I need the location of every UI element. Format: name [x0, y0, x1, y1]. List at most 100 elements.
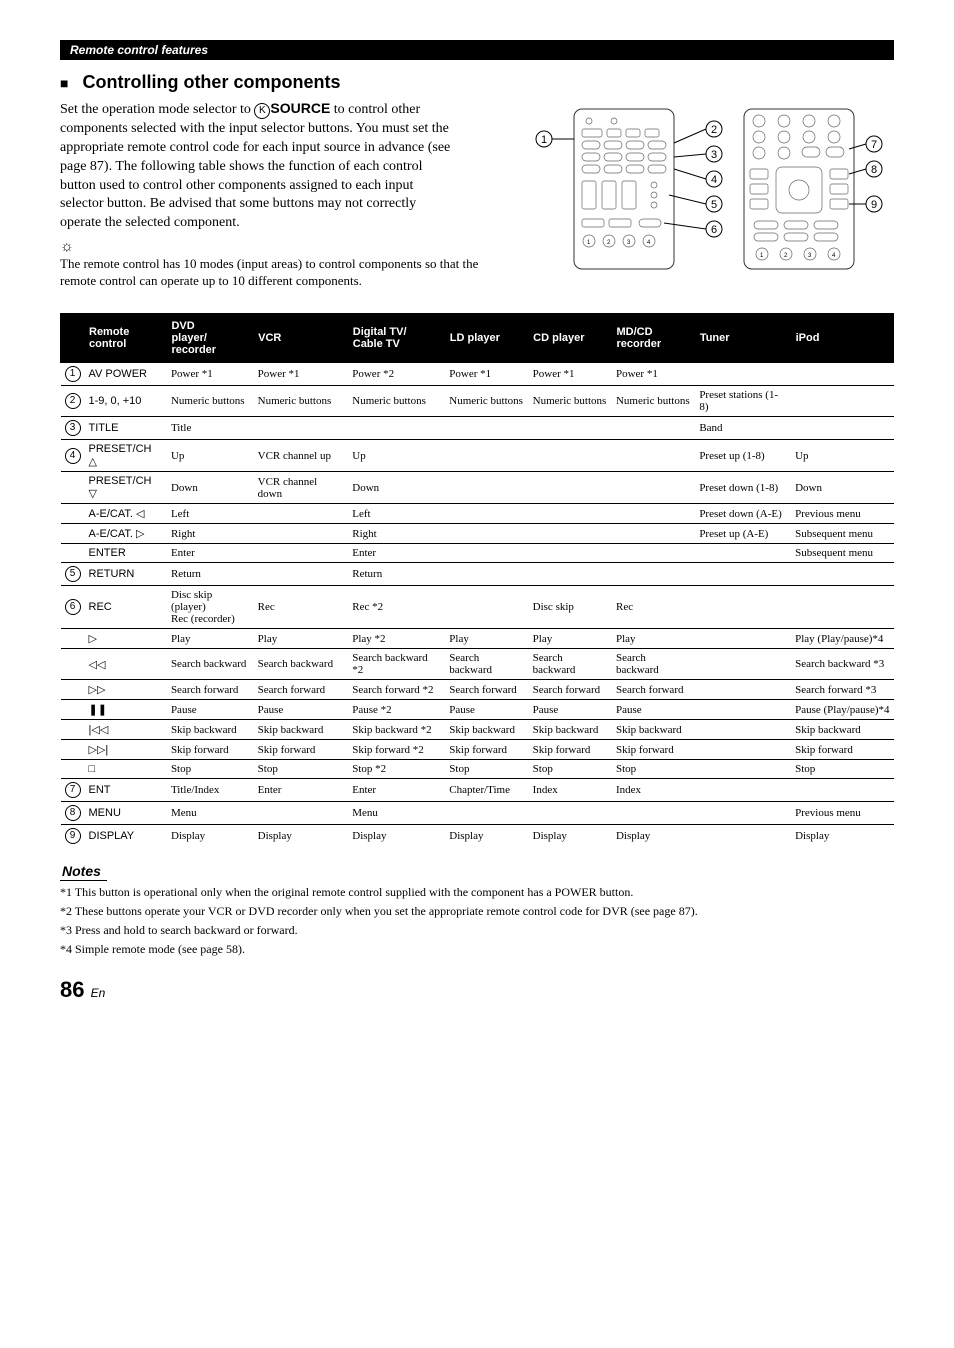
column-header: CD player: [529, 314, 612, 363]
table-cell: Play: [445, 629, 528, 649]
table-cell: Search forward: [254, 680, 349, 700]
table-cell: [529, 472, 612, 504]
row-number: 8: [61, 802, 85, 825]
table-cell: Rec *2: [348, 586, 445, 629]
table-cell: Play: [529, 629, 612, 649]
column-header: Digital TV/Cable TV: [348, 314, 445, 363]
svg-text:4: 4: [647, 240, 651, 246]
row-label: |◁◁: [85, 720, 167, 740]
notes-heading: Notes: [60, 863, 107, 881]
table-cell: Search forward: [167, 680, 254, 700]
table-cell: Skip backward: [791, 720, 893, 740]
table-cell: Numeric buttons: [167, 386, 254, 417]
row-label: ◁◁: [85, 649, 167, 680]
table-row: ▷▷Search forwardSearch forwardSearch for…: [61, 680, 894, 700]
table-cell: Stop *2: [348, 760, 445, 779]
column-header: VCR: [254, 314, 349, 363]
table-cell: Skip forward: [791, 740, 893, 760]
table-cell: Down: [167, 472, 254, 504]
table-cell: Search backward: [445, 649, 528, 680]
table-row: 6RECDisc skip (player)Rec (recorder)RecR…: [61, 586, 894, 629]
table-cell: Numeric buttons: [348, 386, 445, 417]
section-header-bar: Remote control features: [60, 40, 894, 60]
row-number: 4: [61, 440, 85, 472]
table-cell: [791, 417, 893, 440]
column-header: LD player: [445, 314, 528, 363]
page-number: 86: [60, 977, 84, 1002]
table-cell: Preset stations (1-8): [695, 386, 791, 417]
row-number: [61, 629, 85, 649]
table-cell: [612, 417, 695, 440]
page-footer: 86 En: [60, 977, 894, 1003]
table-cell: Search backward *3: [791, 649, 893, 680]
table-cell: Search backward: [612, 649, 695, 680]
table-row: 9DISPLAYDisplayDisplayDisplayDisplayDisp…: [61, 825, 894, 848]
table-cell: Enter: [348, 779, 445, 802]
svg-text:1: 1: [760, 253, 764, 259]
table-cell: Skip backward: [445, 720, 528, 740]
row-number: 7: [61, 779, 85, 802]
table-cell: Stop: [254, 760, 349, 779]
table-cell: [529, 544, 612, 563]
table-row: A-E/CAT. ◁LeftLeftPreset down (A-E)Previ…: [61, 504, 894, 524]
table-cell: [612, 524, 695, 544]
table-cell: Menu: [348, 802, 445, 825]
table-cell: [695, 563, 791, 586]
table-cell: [445, 544, 528, 563]
row-label: ENTER: [85, 544, 167, 563]
table-cell: Return: [348, 563, 445, 586]
table-cell: Display: [348, 825, 445, 848]
intro-paragraph: Set the operation mode selector to KSOUR…: [60, 99, 460, 233]
table-cell: Numeric buttons: [529, 386, 612, 417]
table-cell: Search backward: [529, 649, 612, 680]
circled-number: 7: [65, 782, 81, 798]
table-cell: Title/Index: [167, 779, 254, 802]
svg-text:3: 3: [711, 149, 717, 161]
table-cell: Search backward *2: [348, 649, 445, 680]
table-cell: Search backward: [254, 649, 349, 680]
table-cell: Search forward *2: [348, 680, 445, 700]
row-number: [61, 544, 85, 563]
row-number: [61, 472, 85, 504]
table-row: 4PRESET/CH △UpVCR channel upUpPreset up …: [61, 440, 894, 472]
table-cell: Rec: [254, 586, 349, 629]
table-cell: [791, 386, 893, 417]
table-cell: Display: [445, 825, 528, 848]
table-cell: Preset up (1-8): [695, 440, 791, 472]
table-cell: Display: [167, 825, 254, 848]
table-cell: Pause: [167, 700, 254, 720]
table-cell: Rec: [612, 586, 695, 629]
row-label: A-E/CAT. ▷: [85, 524, 167, 544]
row-number: 5: [61, 563, 85, 586]
row-label: PRESET/CH ▽: [85, 472, 167, 504]
table-row: ◁◁Search backwardSearch backwardSearch b…: [61, 649, 894, 680]
table-cell: Previous menu: [791, 504, 893, 524]
table-cell: Stop: [612, 760, 695, 779]
table-cell: [791, 779, 893, 802]
table-cell: [445, 586, 528, 629]
table-cell: [529, 504, 612, 524]
remote-diagram: 1234 1234 1: [514, 99, 894, 303]
table-cell: [695, 760, 791, 779]
svg-text:8: 8: [871, 164, 877, 176]
svg-text:3: 3: [627, 240, 631, 246]
table-row: 8MENUMenuMenuPrevious menu: [61, 802, 894, 825]
table-cell: Chapter/Time: [445, 779, 528, 802]
row-number: 1: [61, 363, 85, 386]
table-cell: Play *2: [348, 629, 445, 649]
table-cell: Enter: [254, 779, 349, 802]
table-cell: [695, 720, 791, 740]
table-cell: Preset down (A-E): [695, 504, 791, 524]
table-cell: [529, 440, 612, 472]
table-row: PRESET/CH ▽DownVCR channel downDownPrese…: [61, 472, 894, 504]
table-cell: Search forward: [612, 680, 695, 700]
table-cell: [254, 504, 349, 524]
circled-number: 2: [65, 393, 81, 409]
table-cell: [612, 544, 695, 563]
table-cell: Power *1: [445, 363, 528, 386]
table-cell: Play: [254, 629, 349, 649]
row-label: PRESET/CH △: [85, 440, 167, 472]
svg-text:5: 5: [711, 199, 717, 211]
table-cell: [695, 740, 791, 760]
table-cell: Skip forward *2: [348, 740, 445, 760]
